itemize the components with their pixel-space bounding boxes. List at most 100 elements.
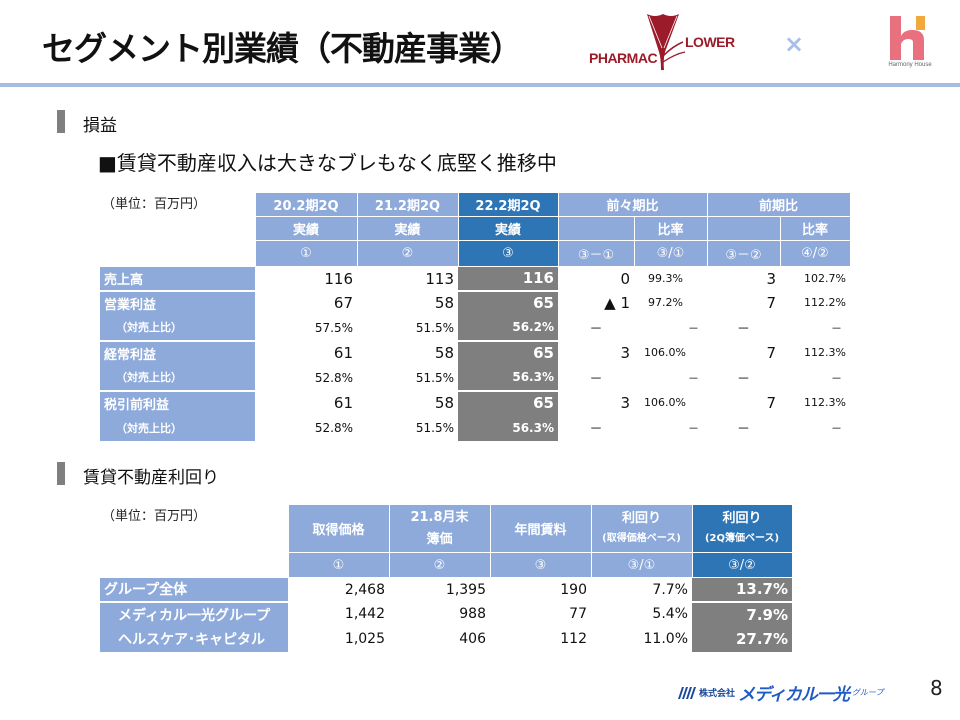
col-num-diff-2: ③－② — [706, 240, 781, 267]
table-row: グループ全体 2,468 1,395 190 7.7% 13.7% — [100, 577, 792, 603]
section-title-pl: 損益 — [83, 116, 117, 136]
col-subheader-blank-2 — [706, 216, 781, 241]
cell-value-highlight: 56.3% — [458, 364, 558, 392]
col-num-4: ③/① — [590, 552, 693, 578]
col-subheader-actual-3: 実績 — [457, 216, 559, 241]
collaboration-x-icon: × — [784, 30, 805, 58]
cell-value: 67 — [333, 293, 353, 312]
col-num-1: ① — [287, 552, 390, 578]
table-row: 税引前利益 61 58 65 3 106.0% 7 112.3% — [100, 390, 850, 415]
flower-icon — [647, 14, 686, 70]
company-suffix: グループ — [851, 688, 884, 697]
cell-value: 113 — [425, 269, 454, 288]
cell-value: 11.0% — [643, 631, 688, 647]
cell-diff: ▲ 1 — [604, 293, 630, 312]
cell-value-highlight: 56.3% — [458, 414, 558, 441]
row-label-healthcare-capital: ヘルスケア･キャピタル — [100, 626, 288, 652]
cell-value: 57.5% — [314, 320, 353, 335]
section-title-yield: 賃貸不動産利回り — [83, 468, 219, 488]
row-label-margin: （対売上比） — [100, 364, 255, 392]
cell-value: 61 — [333, 343, 353, 362]
unit-label: （単位：百万円） — [102, 509, 207, 524]
header-text: 年間賃料 — [514, 523, 567, 538]
cell-value: 61 — [333, 393, 353, 412]
company-brand: メディカル一光 — [738, 685, 850, 705]
cell-value: 112 — [560, 631, 587, 647]
cell-diff: － — [736, 422, 750, 437]
table-corner-bottom — [100, 553, 288, 578]
cell-value: 58 — [434, 343, 454, 362]
col-num-diff-1: ③－① — [557, 240, 635, 267]
row-label-pretax-profit: 税引前利益 — [100, 390, 255, 415]
cell-value: 1,395 — [445, 581, 486, 598]
table-row: （対売上比） 57.5% 51.5% 56.2% － － － － — [100, 314, 850, 342]
col-num-1: ① — [254, 240, 358, 267]
row-label-medical-ikko: メディカル一光グループ — [100, 601, 288, 627]
table-row: （対売上比） 52.8% 51.5% 56.3% － － － － — [100, 364, 850, 392]
header-text: 21.8月末 — [410, 509, 469, 525]
cell-value: 51.5% — [415, 420, 454, 435]
col-header-book-value: 21.8月末 簿価 — [388, 504, 491, 553]
cell-diff: － — [736, 372, 750, 387]
cell-diff: 7 — [766, 293, 776, 312]
table-row: 経常利益 61 58 65 3 106.0% 7 112.3% — [100, 340, 850, 365]
table-row: ヘルスケア･キャピタル 1,025 406 112 11.0% 27.7% — [100, 626, 792, 652]
cell-value: 58 — [434, 393, 454, 412]
table-corner — [100, 505, 288, 553]
table-corner — [100, 193, 255, 241]
page-title: セグメント別業績（不動産事業） — [42, 29, 523, 68]
company-logo: 株式会社 メディカル一光 グループ — [678, 680, 883, 705]
cell-ratio: 106.0% — [644, 346, 686, 359]
row-label-group-total: グループ全体 — [100, 577, 288, 603]
cell-ratio: 112.3% — [804, 346, 846, 359]
cell-ratio: － — [688, 421, 699, 435]
cell-value: 116 — [324, 269, 353, 288]
col-header-yield-book: 利回り (2Q簿価ベース) — [691, 504, 793, 553]
col-num-5: ③/② — [691, 552, 793, 578]
col-num-2: ② — [388, 552, 491, 578]
header-text: 利回り — [722, 510, 762, 526]
col-num-ratio-1: ③/① — [633, 240, 708, 267]
col-num-ratio-2: ④/② — [779, 240, 851, 267]
cell-value-highlight: 65 — [458, 340, 558, 365]
cell-diff: － — [736, 322, 750, 337]
col-header-20-2q: 20.2期2Q — [254, 192, 358, 217]
pharmaflower-text-left: PHARMAC — [589, 50, 658, 66]
col-header-two-periods-ago: 前々期比 — [557, 192, 708, 217]
cell-value: 2,468 — [344, 581, 385, 598]
cell-diff: 3 — [620, 343, 630, 362]
cell-value-highlight: 65 — [458, 290, 558, 315]
table-row: 売上高 116 113 116 0 99.3% 3 102.7% — [100, 266, 850, 292]
cell-value: 190 — [560, 581, 587, 598]
harmony-house-h-icon — [890, 16, 925, 60]
cell-value-highlight: 7.9% — [692, 601, 792, 627]
cell-value: 7.7% — [652, 581, 688, 598]
col-num-2: ② — [356, 240, 459, 267]
yield-table: 取得価格 21.8月末 簿価 年間賃料 利回り (取得価格ベース) 利回り (2… — [100, 504, 793, 652]
row-label-ordinary-profit: 経常利益 — [100, 340, 255, 365]
cell-value: 1,442 — [344, 606, 385, 622]
cell-value: 51.5% — [415, 320, 454, 335]
cell-ratio: － — [831, 371, 842, 385]
col-header-yield-acquisition: 利回り (取得価格ベース) — [590, 504, 693, 553]
col-subheader-ratio-1: 比率 — [633, 216, 708, 241]
harmony-house-caption: Harmony House — [888, 62, 932, 68]
cell-value-highlight: 56.2% — [458, 314, 558, 342]
company-mark-icon — [678, 686, 696, 699]
cell-diff: － — [589, 322, 603, 337]
cell-value-highlight: 27.7% — [692, 626, 792, 652]
cell-diff: － — [589, 422, 603, 437]
col-header-21-2q: 21.2期2Q — [356, 192, 459, 217]
cell-value: 52.8% — [314, 420, 353, 435]
col-header-annual-rent: 年間賃料 — [489, 504, 592, 553]
table-row: （対売上比） 52.8% 51.5% 56.3% － － － － — [100, 414, 850, 441]
harmony-house-logo: Harmony House — [880, 12, 940, 76]
cell-ratio: － — [688, 321, 699, 335]
table-row: 営業利益 67 58 65 ▲ 1 97.2% 7 112.2% — [100, 290, 850, 315]
cell-diff: 3 — [766, 269, 776, 288]
pl-table: 20.2期2Q 21.2期2Q 22.2期2Q 前々期比 前期比 実績 実績 実… — [100, 192, 851, 441]
col-subheader-ratio-2: 比率 — [779, 216, 851, 241]
header-subtext: (2Q簿価ベース) — [704, 532, 780, 544]
cell-diff: 7 — [766, 393, 776, 412]
cell-value: 58 — [434, 293, 454, 312]
